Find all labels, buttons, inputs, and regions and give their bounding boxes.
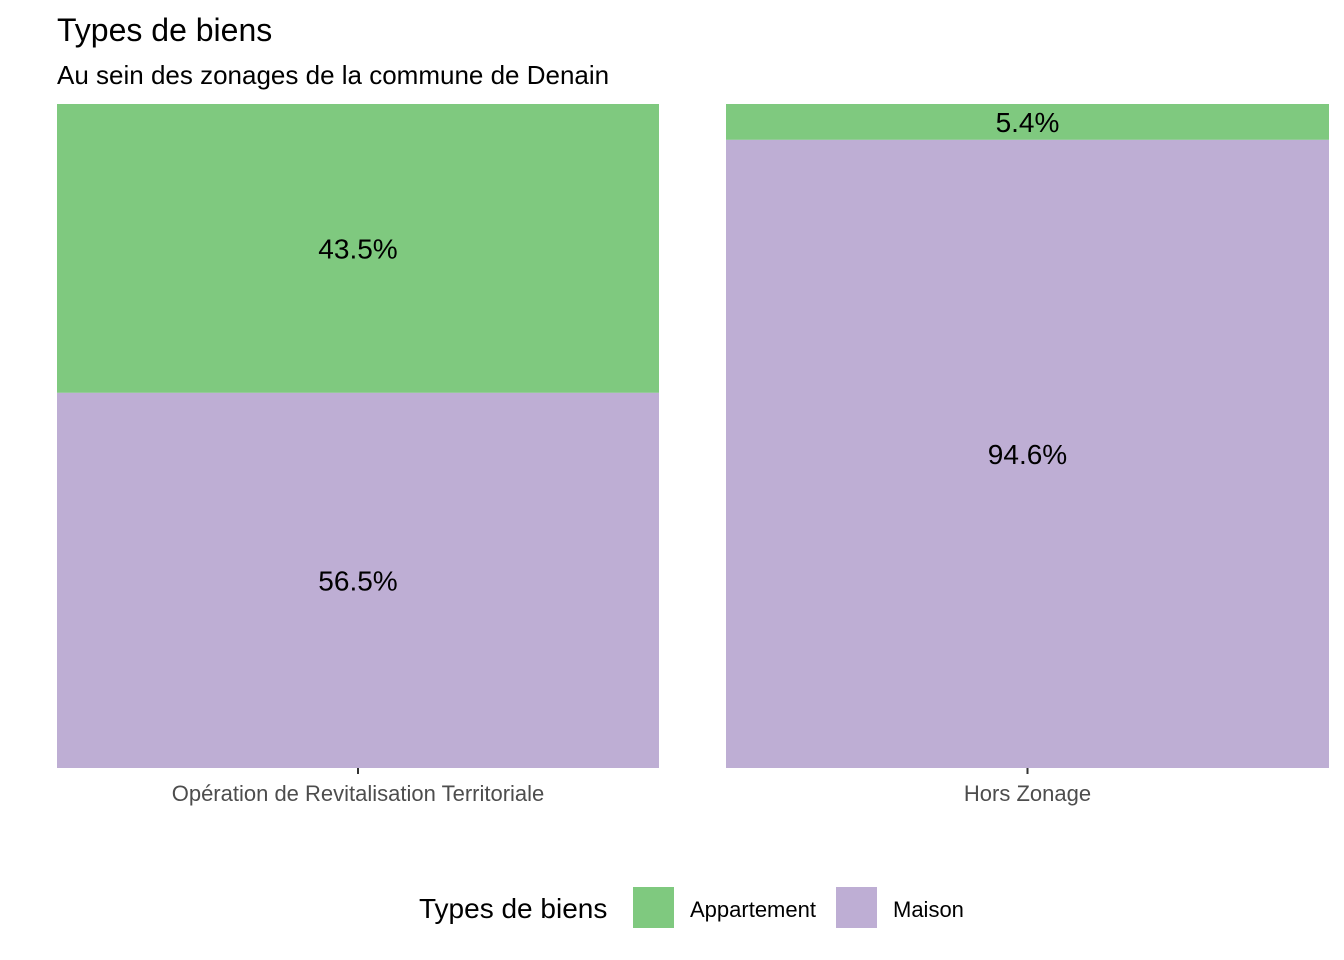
legend-title: Types de biens xyxy=(419,893,607,924)
bar-appartement-0 xyxy=(57,104,659,393)
data-label-maison-1: 94.6% xyxy=(988,439,1067,470)
legend-key-appartement xyxy=(631,885,676,930)
legend-key-maison xyxy=(834,885,879,930)
bar-maison-1 xyxy=(726,139,1329,768)
legend: Types de biens Appartement Maison xyxy=(419,885,964,930)
plot-area: 43.5% 56.5% Opération de Revitalisation Te… xyxy=(57,104,1329,806)
legend-label-appartement: Appartement xyxy=(690,897,816,922)
chart-subtitle: Au sein des zonages de la commune de Den… xyxy=(57,60,609,90)
bar-appartement-1 xyxy=(726,104,1329,140)
x-tick-label-0: Opération de Revitalisation Territoriale xyxy=(172,781,545,806)
data-label-appartement-0: 43.5% xyxy=(318,233,397,264)
bar-maison-0 xyxy=(57,392,659,768)
legend-items: Appartement Maison xyxy=(631,885,964,930)
chart-title: Types de biens xyxy=(57,12,272,48)
legend-label-maison: Maison xyxy=(893,897,964,922)
data-label-appartement-1: 5.4% xyxy=(996,107,1060,138)
data-label-maison-0: 56.5% xyxy=(318,565,397,596)
x-tick-label-1: Hors Zonage xyxy=(964,781,1091,806)
